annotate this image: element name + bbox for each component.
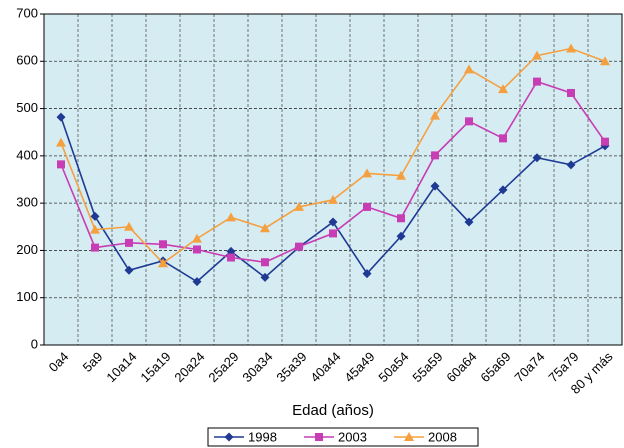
marker [329,229,337,238]
x-tick-label: 50a54 [375,349,411,385]
marker [328,194,338,204]
marker [125,238,133,247]
marker [499,134,507,143]
y-tick-label: 500 [16,100,38,115]
x-tick-label: 25a29 [205,349,241,385]
marker [532,50,542,60]
marker [124,265,134,275]
marker [158,258,168,268]
marker [397,214,405,223]
marker [124,221,134,231]
marker [226,212,236,222]
legend-box [207,427,479,447]
marker [90,224,100,234]
x-tick-label: 65a69 [477,349,513,385]
marker [396,170,406,180]
marker [464,217,474,227]
x-tick-label: 70a74 [511,349,547,385]
marker [362,269,372,279]
y-tick-label: 200 [16,242,38,257]
y-tick-label: 100 [16,289,38,304]
legend-label: 2008 [428,429,457,444]
marker [498,84,508,94]
marker [159,240,167,249]
marker [566,160,576,170]
plot-border [43,13,623,346]
marker [192,233,202,243]
x-tick-label: 60a64 [443,349,479,385]
marker [294,201,304,211]
marker [90,211,100,221]
x-axis-title: Edad (años) [292,402,374,419]
x-tick-label: 20a24 [171,349,207,385]
marker [261,258,269,267]
marker [224,432,234,442]
marker [532,153,542,163]
marker [363,202,371,211]
marker [498,185,508,195]
marker [315,433,323,441]
marker [430,110,440,120]
x-tick-label: 0a4 [46,349,72,375]
marker [600,56,610,66]
marker [56,112,66,122]
marker [193,245,201,254]
marker [260,223,270,233]
x-tick-label: 5a9 [80,349,106,375]
marker [601,137,609,146]
y-tick-label: 300 [16,195,38,210]
x-tick-label: 55a59 [409,349,445,385]
marker [566,43,576,53]
marker [533,77,541,86]
marker [227,253,235,262]
legend-label: 2003 [338,429,367,444]
y-tick-label: 700 [16,5,38,20]
marker [567,88,575,97]
marker [362,168,372,178]
marker [430,181,440,191]
marker [260,272,270,282]
marker [295,242,303,251]
marker [464,64,474,74]
legend-label: 1998 [248,429,277,444]
marker [56,137,66,147]
marker [192,277,202,287]
marker [396,231,406,241]
y-tick-label: 400 [16,147,38,162]
marker [91,243,99,252]
x-tick-label: 30a34 [239,349,275,385]
marker [465,117,473,126]
plot-area [44,14,622,345]
x-tick-label: 45a49 [341,349,377,385]
marker [431,151,439,160]
marker [328,217,338,227]
x-tick-label: 15a19 [137,349,173,385]
marker [404,432,414,441]
y-tick-label: 0 [31,336,38,351]
x-tick-label: 35a39 [273,349,309,385]
y-tick-label: 600 [16,53,38,68]
x-tick-label: 40a44 [307,349,343,385]
marker [57,160,65,169]
x-tick-label: 10a14 [103,349,139,385]
